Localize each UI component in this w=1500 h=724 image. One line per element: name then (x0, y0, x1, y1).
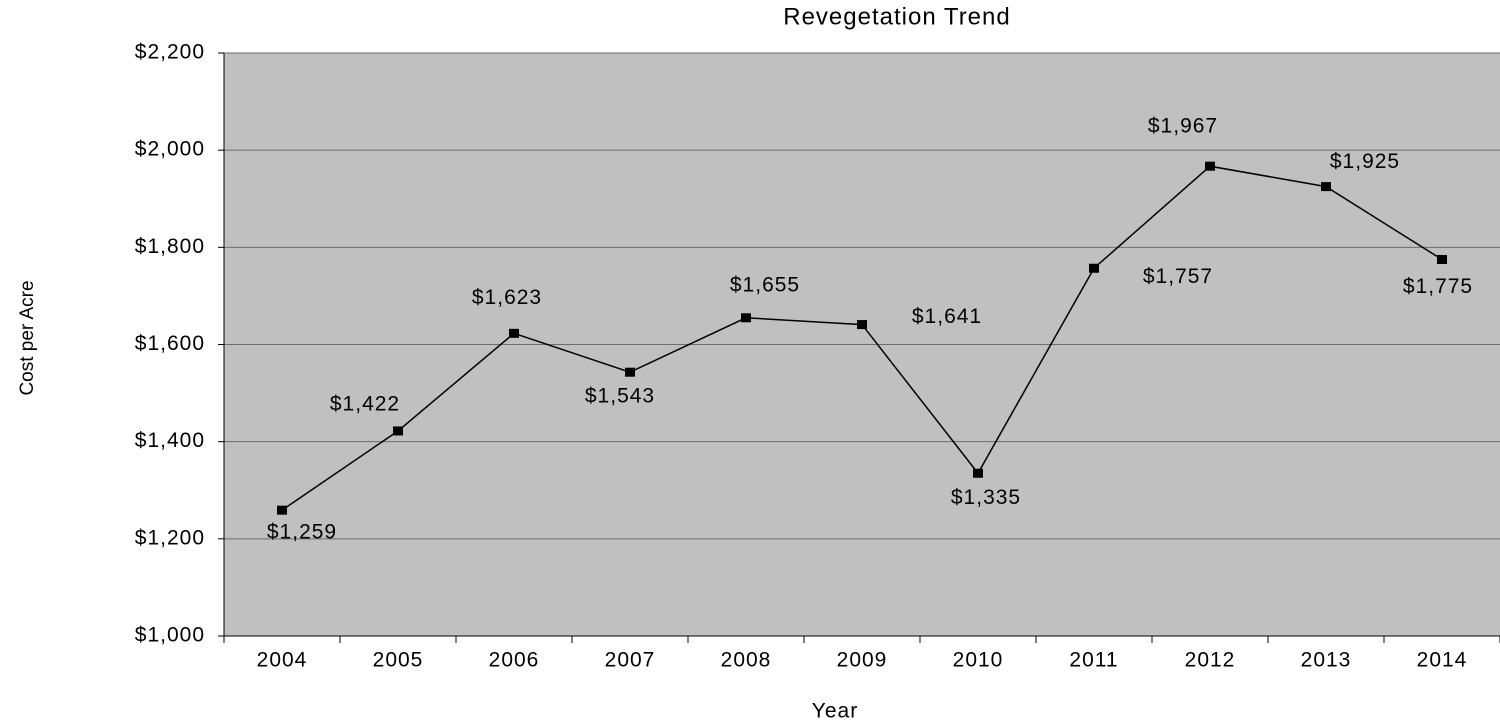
y-tick-label: $1,600 (135, 332, 205, 355)
point (741, 313, 751, 323)
x-tick-label: 2009 (837, 649, 888, 672)
x-tick-label: 2008 (721, 649, 772, 672)
x-tick-label: 2007 (605, 649, 656, 672)
x-tick-label: 2012 (1185, 649, 1236, 672)
point (857, 320, 867, 330)
point (625, 367, 635, 377)
data-label: $1,335 (951, 486, 1021, 509)
point (973, 468, 983, 478)
y-tick-label: $1,000 (135, 624, 205, 647)
data-label: $1,543 (585, 385, 655, 408)
point (277, 505, 287, 515)
y-tick-label: $2,000 (135, 138, 205, 161)
y-tick-label: $2,200 (135, 41, 205, 64)
point (1089, 263, 1099, 273)
x-axis-label: Year (812, 700, 858, 723)
point (1437, 254, 1447, 264)
x-tick-label: 2010 (953, 649, 1004, 672)
data-label: $1,967 (1148, 115, 1218, 138)
data-label: $1,623 (472, 286, 542, 309)
point (393, 426, 403, 436)
data-label: $1,925 (1330, 150, 1400, 173)
y-axis-label: Cost per Acre (17, 280, 38, 395)
data-label: $1,641 (912, 305, 982, 328)
y-tick-label: $1,200 (135, 526, 205, 549)
x-tick-label: 2006 (489, 649, 540, 672)
chart-title: Revegetation Trend (783, 3, 1010, 30)
x-tick-label: 2013 (1301, 649, 1352, 672)
data-label: $1,655 (730, 273, 800, 296)
x-tick-label: 2004 (257, 649, 308, 672)
x-tick-label: 2014 (1417, 649, 1468, 672)
y-tick-label: $1,400 (135, 429, 205, 452)
x-tick-label: 2005 (373, 649, 424, 672)
data-label: $1,775 (1403, 275, 1473, 298)
data-label: $1,757 (1143, 265, 1213, 288)
x-tick-label: 2011 (1069, 649, 1118, 672)
point (1205, 161, 1215, 171)
data-label: $1,422 (330, 393, 400, 416)
point (1321, 182, 1331, 192)
data-label: $1,259 (267, 521, 337, 544)
y-tick-label: $1,800 (135, 235, 205, 258)
point (509, 328, 519, 338)
